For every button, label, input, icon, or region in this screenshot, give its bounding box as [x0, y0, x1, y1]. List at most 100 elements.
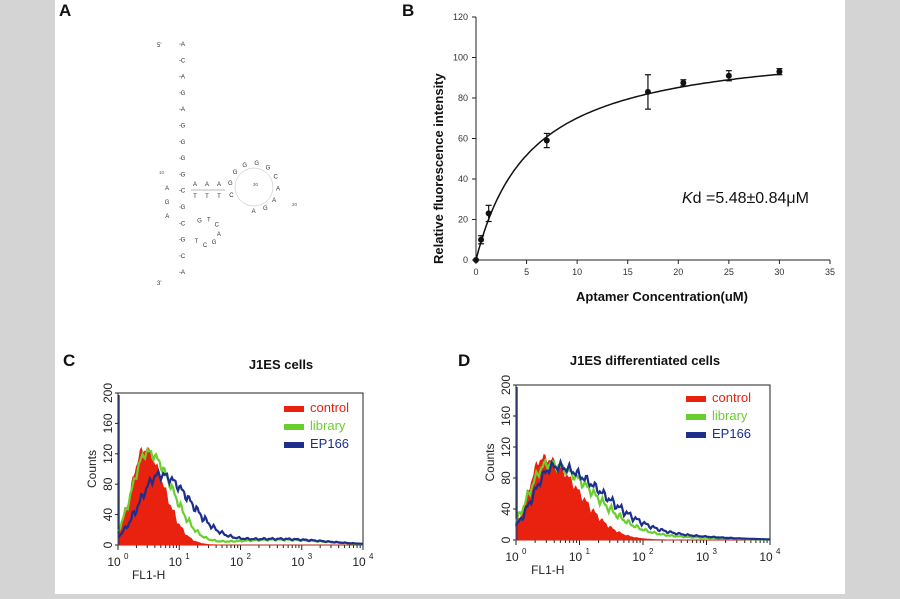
- nucleotide: A: [276, 187, 280, 193]
- data-point: [473, 257, 479, 263]
- x-tick-exponent: 4: [369, 552, 374, 561]
- flow-histogram-j1es-differentiated: J1ES differentiated cells 04080120160200…: [483, 353, 781, 577]
- histogram-control-series: [117, 446, 363, 546]
- nucleotide: A: [181, 75, 185, 81]
- nucleotide: C: [273, 175, 278, 181]
- y-tick-label: 120: [101, 443, 115, 463]
- legend-label: library: [310, 418, 346, 433]
- nucleotide: A: [217, 232, 221, 238]
- y-tick-label: 200: [101, 383, 115, 403]
- x-tick-label: 10: [107, 555, 121, 569]
- data-point: [478, 236, 485, 243]
- nucleotide: A: [193, 182, 197, 188]
- legend-label: library: [712, 408, 748, 423]
- y-tick-label: 160: [499, 406, 513, 426]
- legend-swatch: [686, 396, 706, 402]
- legend-swatch: [284, 424, 304, 430]
- nucleotide: C: [229, 193, 234, 199]
- nucleotide: C: [181, 254, 186, 260]
- binding-curve-chart: Relative fluorescence intensity Aptamer …: [431, 12, 835, 304]
- position-label: 20: [292, 202, 298, 207]
- nucleotide: A: [181, 107, 185, 113]
- x-tick-label: 15: [623, 267, 633, 277]
- three-prime-label: 3': [157, 281, 161, 287]
- x-tick-label: 10: [632, 550, 646, 564]
- y-tick-label: 40: [101, 508, 115, 522]
- y-tick-label: 80: [499, 471, 513, 485]
- x-tick-label: 10: [759, 550, 773, 564]
- y-tick-label: 40: [499, 502, 513, 516]
- x-tick-label: 30: [774, 267, 784, 277]
- y-tick-label: 0: [463, 255, 468, 265]
- legend-label: control: [310, 400, 349, 415]
- y-axis-title: Counts: [483, 443, 497, 481]
- y-tick-label: 0: [101, 541, 115, 548]
- nucleotide: G: [228, 181, 233, 187]
- x-tick-label: 10: [169, 555, 183, 569]
- nucleotide: A: [217, 182, 221, 188]
- kd-annotation-value: d =5.48±0.84μM: [693, 190, 809, 207]
- nucleotide: T: [217, 194, 221, 200]
- y-axis-title: Counts: [85, 450, 99, 488]
- nucleotide: A: [181, 42, 185, 48]
- legend-swatch: [284, 442, 304, 448]
- nucleotide: G: [263, 206, 268, 212]
- position-label: 10: [159, 170, 165, 175]
- y-tick-label: 200: [499, 375, 513, 395]
- x-tick-exponent: 2: [247, 552, 252, 561]
- x-axis-title: FL1-H: [531, 563, 564, 577]
- panel-label-a: A: [59, 1, 71, 20]
- x-tick-label: 10: [352, 555, 366, 569]
- x-tick-exponent: 1: [586, 547, 591, 556]
- nucleotide: G: [181, 91, 186, 97]
- panel-label-d: D: [458, 351, 470, 370]
- x-tick-exponent: 1: [185, 552, 190, 561]
- data-point: [485, 210, 492, 217]
- legend-label: EP166: [712, 426, 751, 441]
- x-tick-exponent: 4: [776, 547, 781, 556]
- nucleotide: G: [254, 161, 259, 167]
- x-tick-label: 20: [673, 267, 683, 277]
- legend-label: EP166: [310, 436, 349, 451]
- kd-annotation-k: K: [682, 190, 694, 207]
- nucleotide: A: [205, 182, 209, 188]
- x-tick-label: 10: [505, 550, 519, 564]
- x-tick-label: 10: [230, 555, 244, 569]
- chart-title: J1ES differentiated cells: [570, 353, 720, 368]
- nucleotide: G: [266, 165, 271, 171]
- fit-curve: [475, 73, 780, 261]
- chart-title: J1ES cells: [249, 357, 313, 372]
- nucleotide: A: [165, 214, 169, 220]
- data-point: [776, 68, 783, 75]
- x-tick-exponent: 0: [522, 547, 527, 556]
- data-point: [725, 72, 732, 79]
- legend-swatch: [686, 414, 706, 420]
- nucleotide: A: [165, 186, 169, 192]
- nucleotide: C: [203, 243, 208, 249]
- nucleotide: G: [242, 163, 247, 169]
- x-tick-exponent: 2: [649, 547, 654, 556]
- nucleotide: G: [181, 238, 186, 244]
- x-tick-label: 5: [524, 267, 529, 277]
- five-prime-label: 5': [157, 43, 161, 49]
- x-tick-label: 10: [291, 555, 305, 569]
- nucleotide: T: [207, 217, 211, 223]
- loop-outline: [234, 167, 274, 207]
- x-tick-label: 35: [825, 267, 835, 277]
- nucleotide: A: [181, 270, 185, 276]
- y-tick-label: 60: [458, 134, 468, 144]
- legend-label: control: [712, 390, 751, 405]
- y-tick-label: 120: [499, 437, 513, 457]
- nucleotide: G: [233, 170, 238, 176]
- panel-label-b: B: [402, 1, 414, 20]
- nucleotide: C: [181, 189, 186, 195]
- x-tick-label: 10: [696, 550, 710, 564]
- x-tick-label: 25: [724, 267, 734, 277]
- nucleotide: G: [212, 240, 217, 246]
- nucleotide: T: [205, 194, 209, 200]
- y-tick-label: 80: [458, 93, 468, 103]
- nucleotide: A: [252, 209, 256, 215]
- y-tick-label: 0: [499, 536, 513, 543]
